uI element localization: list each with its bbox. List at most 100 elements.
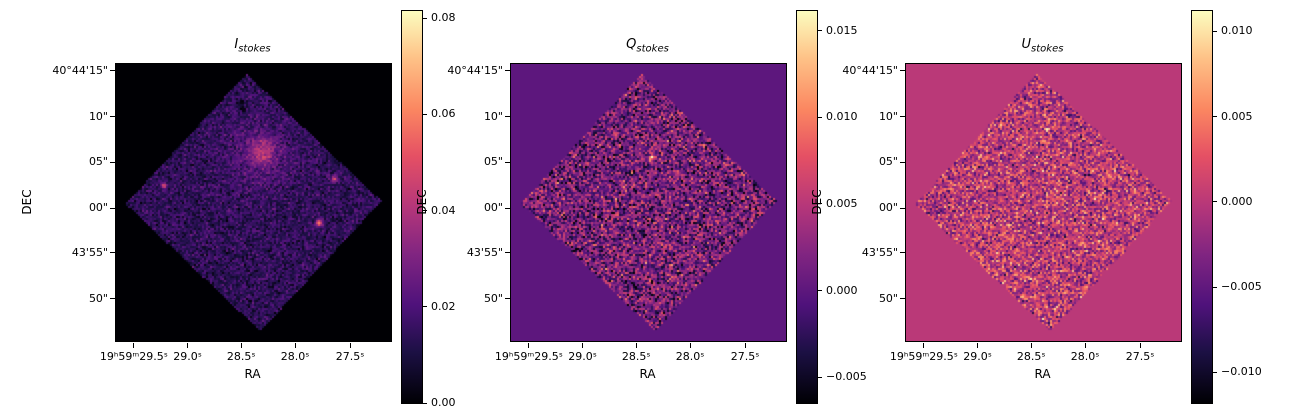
colorbar-tick-label: 0.04 [431, 203, 456, 217]
colorbar-tick-label: 0.010 [1221, 24, 1253, 38]
y-axis-label: DEC [810, 188, 824, 215]
y-tick-mark [505, 70, 510, 72]
x-tick-label: 27.5ˢ [1125, 350, 1155, 363]
panel-title-text: Qstokes [626, 37, 669, 55]
y-tick-label: 40°44'15" [52, 63, 108, 77]
colorbar-gradient [402, 11, 422, 403]
colorbar-tick-mark [423, 306, 427, 308]
y-tick-label: 50" [88, 291, 108, 305]
y-tick-mark [505, 298, 510, 300]
y-axis-label: DEC [415, 188, 429, 215]
y-tick-label: 10" [88, 109, 108, 123]
y-tick-mark [900, 116, 905, 118]
y-tick-mark [505, 116, 510, 118]
colorbar-tick-mark [1213, 201, 1217, 203]
colorbar-tick-label: 0.00 [431, 396, 456, 409]
x-tick-mark [635, 343, 637, 348]
colorbar-tick-label: 0.02 [431, 299, 456, 313]
y-tick-mark [505, 252, 510, 254]
panel-title-text: Ustokes [1021, 37, 1064, 55]
panel-u-stokes: Ustokes DEC 40°44'15" 10" 05" 00" 43'55" 50" … [810, 0, 1265, 413]
colorbar-tick-label: 0.08 [431, 11, 456, 25]
colorbar-tick-mark [1213, 30, 1217, 32]
plot-area: 40°44'15" 10" 05" 00" 43'55" 50" 19ʰ59ᵐ29.5ˢ 2… [52, 63, 392, 363]
y-tick-mark [505, 161, 510, 163]
x-tick-label: 28.0ˢ [1070, 350, 1100, 363]
colorbar-tick-mark [818, 376, 822, 378]
x-tick-label: 29.0ˢ [568, 350, 597, 363]
panel-title-text: Istokes [234, 37, 271, 55]
y-tick-label: 00" [483, 201, 503, 215]
x-tick-mark [923, 343, 925, 348]
y-tick-label: 05" [88, 155, 108, 169]
y-tick-mark [900, 252, 905, 254]
colorbar-tick-mark [1213, 286, 1217, 288]
y-tick-mark [110, 161, 115, 163]
colorbar-tick-label: 0.005 [1221, 109, 1253, 123]
y-tick-label: 05" [483, 155, 503, 169]
y-tick-mark [110, 298, 115, 300]
colorbar-tick-mark [423, 402, 427, 404]
stokes-image-canvas [511, 64, 786, 341]
y-tick-label: 00" [878, 201, 898, 215]
x-tick-label: 19ʰ59ᵐ29.5ˢ [889, 350, 958, 363]
y-tick-label: 00" [88, 201, 108, 215]
x-tick-mark [977, 343, 978, 348]
panel-title: Istokes [115, 37, 390, 55]
x-tick-mark [1084, 343, 1086, 348]
x-tick-label: 27.5ˢ [730, 350, 760, 363]
y-tick-label: 10" [483, 109, 503, 123]
x-tick-mark [1030, 343, 1032, 348]
stokes-image-canvas [906, 64, 1181, 341]
colorbar-tick-label: 0.06 [431, 107, 456, 121]
y-axis-label: DEC [20, 188, 34, 215]
colorbar-tick-mark [423, 113, 427, 115]
y-tick-mark [110, 116, 115, 118]
x-tick-mark [349, 343, 351, 348]
y-tick-mark [110, 207, 115, 209]
colorbar-tick-mark [1213, 371, 1217, 373]
x-tick-mark [133, 343, 135, 348]
plot-area: 40°44'15" 10" 05" 00" 43'55" 50" 19ʰ59ᵐ29.5ˢ 2… [842, 63, 1182, 363]
y-tick-mark [900, 70, 905, 72]
x-tick-mark [744, 343, 746, 348]
colorbar-tick-mark [423, 17, 427, 19]
x-tick-label: 28.5ˢ [1016, 350, 1046, 363]
x-tick-mark [582, 343, 583, 348]
x-tick-mark [187, 343, 188, 348]
colorbar-gradient [797, 11, 817, 403]
colorbar-tick-mark [818, 116, 822, 118]
x-tick-label: 29.0ˢ [173, 350, 202, 363]
x-axis-label: RA [244, 367, 261, 381]
plot-area: 40°44'15" 10" 05" 00" 43'55" 50" 19ʰ59ᵐ29.5ˢ 2… [447, 63, 787, 363]
y-tick-label: 43'55" [71, 245, 108, 259]
colorbar: −0.010 −0.005 0.000 0.005 0.010 [1191, 10, 1262, 404]
y-tick-mark [505, 207, 510, 209]
y-tick-mark [110, 70, 115, 72]
y-tick-mark [110, 252, 115, 254]
colorbar-tick-label: −0.005 [826, 370, 867, 384]
colorbar-tick-label: 0.015 [826, 23, 858, 37]
colorbar-tick-mark [1213, 116, 1217, 118]
y-tick-mark [900, 207, 905, 209]
panel-title: Ustokes [905, 37, 1180, 55]
x-tick-label: 19ʰ59ᵐ29.5ˢ [494, 350, 563, 363]
x-tick-mark [528, 343, 530, 348]
y-tick-label: 05" [878, 155, 898, 169]
x-tick-label: 28.0ˢ [675, 350, 705, 363]
y-tick-mark [900, 161, 905, 163]
colorbar-gradient [1192, 11, 1212, 403]
x-tick-label: 28.5ˢ [621, 350, 651, 363]
colorbar-tick-label: 0.005 [826, 196, 858, 210]
x-tick-mark [240, 343, 242, 348]
colorbar-tick-label: −0.010 [1221, 365, 1262, 379]
x-tick-mark [1139, 343, 1141, 348]
x-tick-label: 28.0ˢ [280, 350, 310, 363]
x-axis-label: RA [1034, 367, 1051, 381]
panel-q-stokes: Qstokes DEC 40°44'15" 10" 05" 00" 43'55" 50" … [415, 0, 870, 413]
y-tick-mark [900, 298, 905, 300]
colorbar-tick-label: −0.005 [1221, 280, 1262, 294]
x-tick-label: 19ʰ59ᵐ29.5ˢ [99, 350, 168, 363]
panel-title: Qstokes [510, 37, 785, 55]
stokes-image-canvas [116, 64, 391, 341]
